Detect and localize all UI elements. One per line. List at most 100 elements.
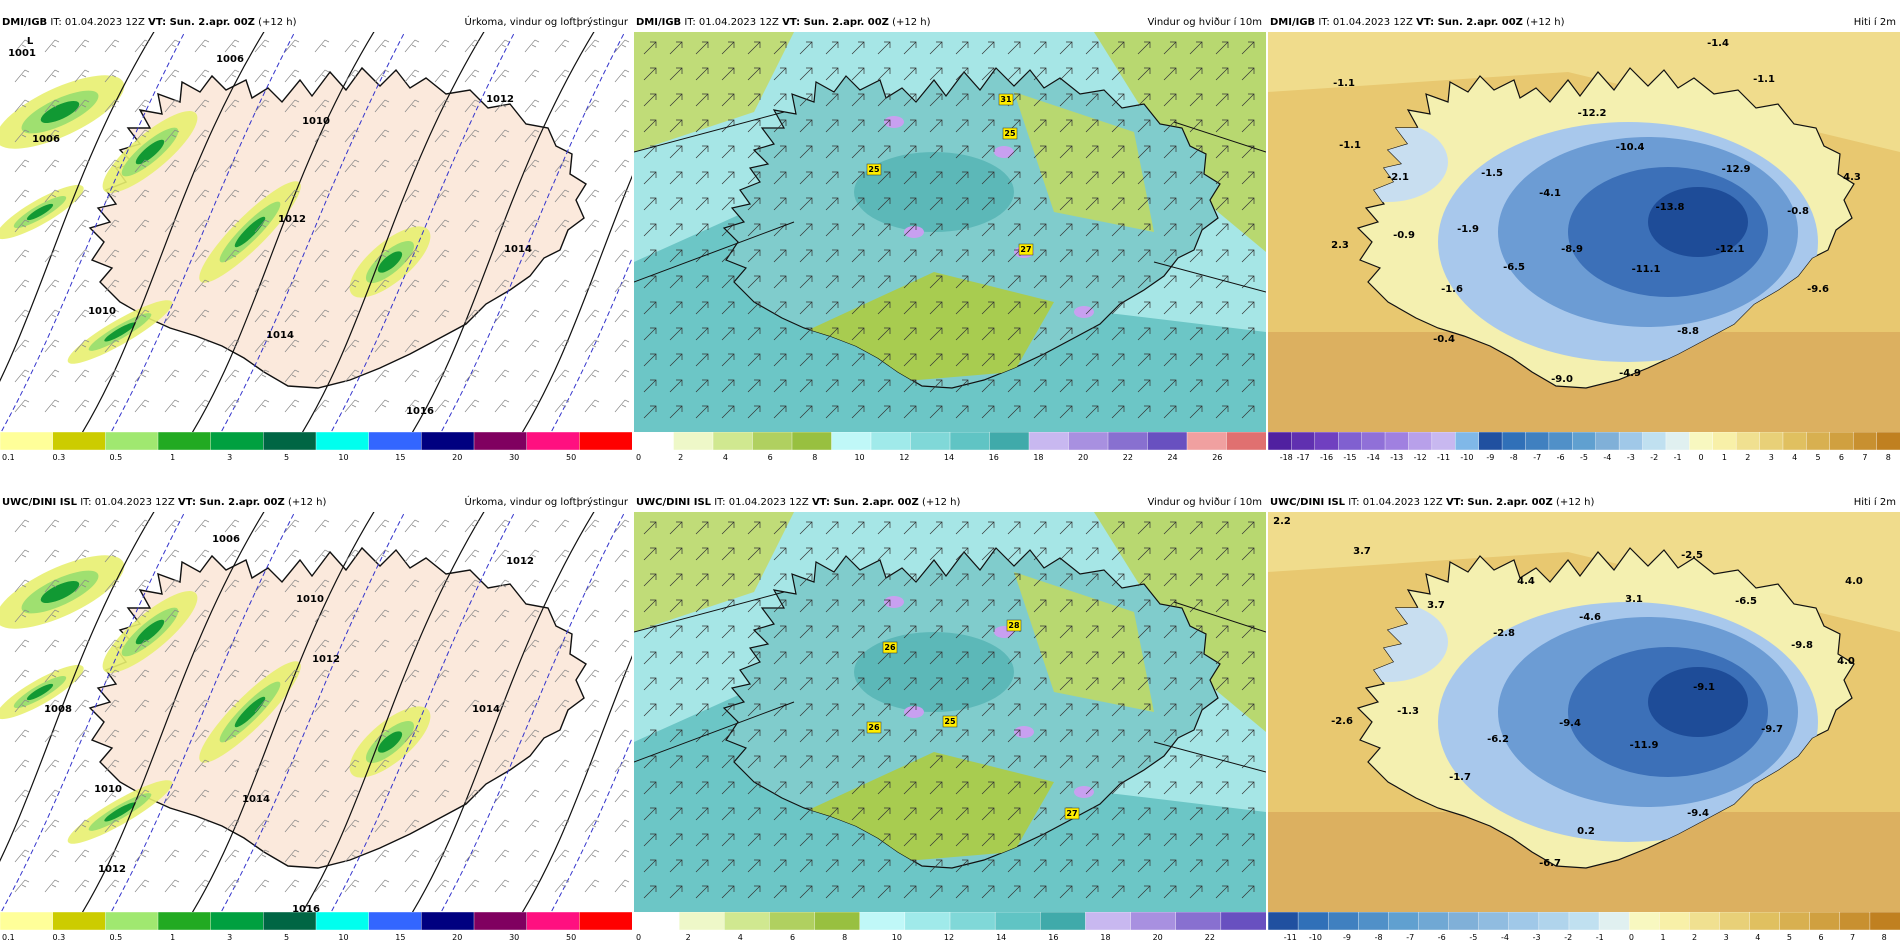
gust-badge: 25 [868,165,880,174]
colorbar-swatch [1327,912,1359,930]
map-label: -12.2 [1578,108,1607,119]
map-label: -6.2 [1487,734,1509,745]
colorbar-swatch [105,432,159,450]
colorbar-tick-label: 5 [1816,453,1821,462]
colorbar-tick-label: -4 [1603,453,1611,462]
map-label: 1014 [266,330,294,341]
map-label: -12.9 [1722,164,1751,175]
colorbar-tick-label: 20 [1078,453,1088,462]
map-label: 1010 [296,594,324,605]
model-source: UWC/DINI ISL [636,497,712,508]
init-time: IT: 01.04.2023 12Z [50,17,145,28]
colorbar-swatch [1568,912,1600,930]
colorbar-swatch [526,912,581,930]
colorbar-ticks: -11 -10 -9 -8 -7 -6 -5 -4 -3 -2 -1 0 1 2 3 4 5 6 7 8 [1284,933,1887,942]
gust-badge: 27 [1020,245,1031,254]
colorbar-ticks: 0 2 4 6 8 10 12 14 16 18 20 22 24 26 [636,453,1222,462]
colorbar-swatch [724,912,771,930]
colorbar-swatch [421,912,475,930]
lead-time: (+12 h) [1555,497,1595,508]
map-label: -6.5 [1503,262,1525,273]
map-label: 1010 [302,116,330,127]
colorbar-tick-label: 6 [768,453,773,462]
colorbar-swatch [1779,912,1811,930]
colorbar-tick-label: 1 [1660,933,1665,942]
colorbar-swatch [1085,912,1132,930]
colorbar-tick-label: -6 [1438,933,1446,942]
colorbar-tick-label: 1 [170,453,175,462]
map-label: -1.1 [1339,140,1361,151]
lead-time: (+12 h) [258,17,297,28]
map-label: 4.4 [1517,576,1535,587]
colorbar-swatch [1268,912,1299,930]
colorbar-swatch [1107,432,1149,450]
colorbar-swatch [1876,432,1900,450]
colorbar-tick-label: 2 [1745,453,1750,462]
colorbar-swatch [752,432,793,450]
colorbar-swatch [791,432,833,450]
colorbar-tick-label: -7 [1406,933,1414,942]
map-label: -1.1 [1333,78,1355,89]
colorbar-tick-label: 50 [566,453,576,462]
colorbar-swatch [1538,912,1570,930]
map-label: -13.8 [1656,202,1685,213]
colorbar-tick-label: 30 [509,453,519,462]
init-time: IT: 01.04.2023 12Z [80,497,175,508]
panel-run-info: DMI/IGB IT: 01.04.2023 12Z VT: Sun. 2.ap… [1270,14,1565,32]
colorbar-tick-label: -8 [1510,453,1518,462]
map-label: 0.2 [1577,826,1595,837]
map-label: 3.7 [1353,546,1371,557]
map-label: 1014 [242,794,270,805]
map-label: 3.1 [1625,594,1643,605]
colorbar-tick-label: -2 [1564,933,1572,942]
colorbar-swatch [1448,912,1480,930]
colorbar-tick-label: 8 [812,453,817,462]
lead-time: (+12 h) [921,497,961,508]
colorbar-tick-label: -5 [1580,453,1588,462]
colorbar-tick-label: 22 [1123,453,1133,462]
colorbar-tick-label: -15 [1343,453,1356,462]
colorbar-tick-label: 0 [1629,933,1634,942]
init-time: IT: 01.04.2023 12Z [684,17,779,28]
colorbar-swatch [1268,432,1293,450]
colorbar-ticks: -18 -17 -16 -15 -14 -13 -12 -11 -10 -9 -8 -7 -6 -5 -4-… [1280,453,1891,462]
colorbar-swatch [904,912,951,930]
map-panel-precip: DMI/IGB IT: 01.04.2023 12Z VT: Sun. 2.ap… [0,14,632,470]
colorbar-swatch [910,432,951,450]
colorbar-swatch [1130,912,1177,930]
colorbar-swatch [712,432,754,450]
map-label: -1.5 [1481,168,1503,179]
colorbar-swatch [1408,432,1433,450]
colorbar-swatch [1719,912,1751,930]
panel-run-info: UWC/DINI ISL IT: 01.04.2023 12Z VT: Sun.… [636,494,960,512]
colorbar-swatch [994,912,1041,930]
colorbar-tick-label: -18 [1280,453,1293,462]
model-source: UWC/DINI ISL [2,497,78,508]
colorbar-tick-label: -11 [1437,453,1450,462]
map-label: -1.4 [1707,38,1729,49]
colorbar-swatch [1501,432,1527,450]
panel-title: Vindur og hviður í 10m [1147,17,1262,28]
colorbar-swatch [315,912,370,930]
colorbar-swatch [368,912,423,930]
colorbar-tick-label: 2 [1692,933,1697,942]
map-wind: 28 26 26 25 27 [634,512,1266,912]
colorbar-swatch [1712,432,1737,450]
colorbar-tick-label: -9 [1343,933,1351,942]
colorbar-tick-label: -3 [1533,933,1541,942]
colorbar-swatch [1628,912,1660,930]
gust-badge: 25 [1004,129,1016,138]
colorbar-tick-label: -4 [1501,933,1509,942]
colorbar-tick-label: -10 [1460,453,1473,462]
colorbar-swatch [473,912,528,930]
map-label: -11.9 [1630,740,1659,751]
panel-run-info: UWC/DINI ISL IT: 01.04.2023 12Z VT: Sun.… [1270,494,1594,512]
colorbar-tick-label: -12 [1414,453,1427,462]
colorbar-tick-label: 0 [1698,453,1703,462]
colorbar-swatch [210,912,265,930]
colorbar-tick-label: 20 [1153,933,1163,942]
colorbar-swatch [769,912,816,930]
colorbar-swatch [1388,912,1420,930]
colorbar-swatch [1291,432,1316,450]
map-label: -1.9 [1457,224,1479,235]
